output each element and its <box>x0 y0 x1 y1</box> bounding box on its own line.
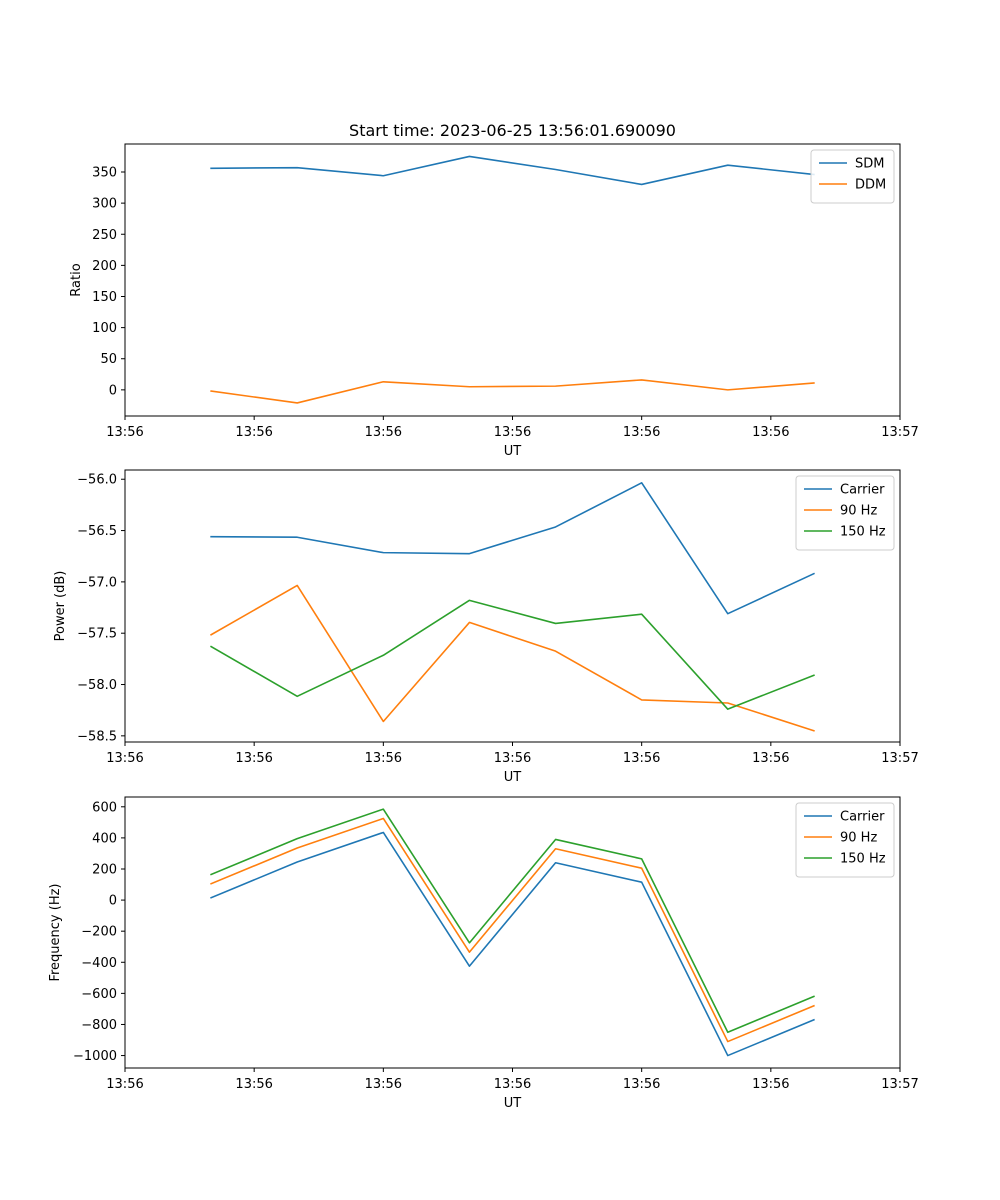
power-y-tick-label: −57.0 <box>77 575 117 590</box>
ratio-y-tick-label: 300 <box>92 197 117 212</box>
frequency-y-tick-label: 0 <box>109 894 117 909</box>
power-legend-label: 150 Hz <box>840 525 886 540</box>
ratio-legend: SDM DDM <box>810 149 895 204</box>
frequency-y-tick-label: 600 <box>92 800 117 815</box>
ratio-y-tick-label: 250 <box>92 228 117 243</box>
ratio-x-tick-label: 13:57 <box>881 425 918 440</box>
ratio-y-tick-label: 200 <box>92 259 117 274</box>
frequency-series-line-150-hz <box>210 808 815 1034</box>
ratio-legend-label: DDM <box>855 178 886 193</box>
frequency-x-tick-label: 13:56 <box>106 1077 143 1092</box>
frequency-series-line-carrier <box>210 831 815 1057</box>
ratio-x-tick-label: 13:56 <box>623 425 660 440</box>
ratio-y-tick-label: 50 <box>100 352 117 367</box>
frequency-x-tick-label: 13:57 <box>881 1077 918 1092</box>
power-y-tick-label: −58.0 <box>77 678 117 693</box>
ratio-x-tick-label: 13:56 <box>494 425 531 440</box>
frequency-x-axis-label: UT <box>504 1096 522 1111</box>
frequency-x-tick-label: 13:56 <box>752 1077 789 1092</box>
frequency-y-tick-label: −200 <box>81 925 117 940</box>
power-x-tick-label: 13:56 <box>623 751 660 766</box>
ratio-axes-frame <box>124 143 901 417</box>
frequency-legend-label: 90 Hz <box>840 831 877 846</box>
power-x-tick-label: 13:56 <box>106 751 143 766</box>
power-x-tick-label: 13:56 <box>752 751 789 766</box>
ratio-y-axis-label: Ratio <box>69 263 84 296</box>
power-legend-label: Carrier <box>840 483 885 498</box>
frequency-y-tick-label: 400 <box>92 831 117 846</box>
chart-title: Start time: 2023-06-25 13:56:01.690090 <box>349 121 676 140</box>
power-y-tick-label: −58.5 <box>77 729 117 744</box>
ratio-y-tick-label: 0 <box>109 383 117 398</box>
power-x-tick-label: 13:56 <box>365 751 402 766</box>
power-y-tick-label: −56.0 <box>77 473 117 488</box>
power-y-tick-label: −56.5 <box>77 524 117 539</box>
ratio-x-axis-label: UT <box>504 444 522 459</box>
frequency-x-tick-label: 13:56 <box>623 1077 660 1092</box>
frequency-y-tick-label: −400 <box>81 956 117 971</box>
power-series-line-90-hz <box>210 584 815 732</box>
power-legend-label: 90 Hz <box>840 504 877 519</box>
ratio-x-tick-label: 13:56 <box>106 425 143 440</box>
ratio-x-tick-label: 13:56 <box>235 425 272 440</box>
frequency-y-tick-label: −1000 <box>73 1049 117 1064</box>
power-axes-frame <box>124 469 901 743</box>
frequency-y-tick-label: 200 <box>92 862 117 877</box>
power-y-tick-label: −57.5 <box>77 627 117 642</box>
ratio-series-line-ddm <box>210 379 815 404</box>
ratio-legend-label: SDM <box>855 157 884 172</box>
frequency-legend-label: Carrier <box>840 810 885 825</box>
power-x-tick-label: 13:57 <box>881 751 918 766</box>
frequency-legend: Carrier 90 Hz 150 Hz <box>795 802 895 878</box>
frequency-x-tick-label: 13:56 <box>235 1077 272 1092</box>
ratio-y-tick-label: 150 <box>92 290 117 305</box>
frequency-y-axis-label: Frequency (Hz) <box>48 883 63 981</box>
frequency-legend-label: 150 Hz <box>840 852 886 867</box>
ratio-series-line-sdm <box>210 155 815 186</box>
ratio-x-tick-label: 13:56 <box>752 425 789 440</box>
frequency-y-tick-label: −600 <box>81 987 117 1002</box>
ratio-panel: 13:56 13:56 13:56 13:56 13:56 13:56 13:57 0 50 10… <box>69 143 919 459</box>
power-x-axis-label: UT <box>504 770 522 785</box>
ratio-y-tick-label: 350 <box>92 166 117 181</box>
ratio-y-tick-label: 100 <box>92 321 117 336</box>
power-y-axis-label: Power (dB) <box>53 571 68 642</box>
frequency-panel: 13:56 13:56 13:56 13:56 13:56 13:56 13:57 −1000… <box>48 796 919 1111</box>
ratio-x-tick-label: 13:56 <box>365 425 402 440</box>
power-x-tick-label: 13:56 <box>235 751 272 766</box>
power-series-line-150-hz <box>210 599 815 710</box>
power-legend: Carrier 90 Hz 150 Hz <box>795 475 895 551</box>
power-series-line-carrier <box>210 482 815 615</box>
frequency-x-tick-label: 13:56 <box>365 1077 402 1092</box>
frequency-series-line-90-hz <box>210 817 815 1043</box>
frequency-axes-frame <box>124 796 901 1069</box>
frequency-x-tick-label: 13:56 <box>494 1077 531 1092</box>
frequency-y-tick-label: −800 <box>81 1018 117 1033</box>
power-x-tick-label: 13:56 <box>494 751 531 766</box>
power-panel: 13:56 13:56 13:56 13:56 13:56 13:56 13:57 −58.5… <box>53 469 919 785</box>
